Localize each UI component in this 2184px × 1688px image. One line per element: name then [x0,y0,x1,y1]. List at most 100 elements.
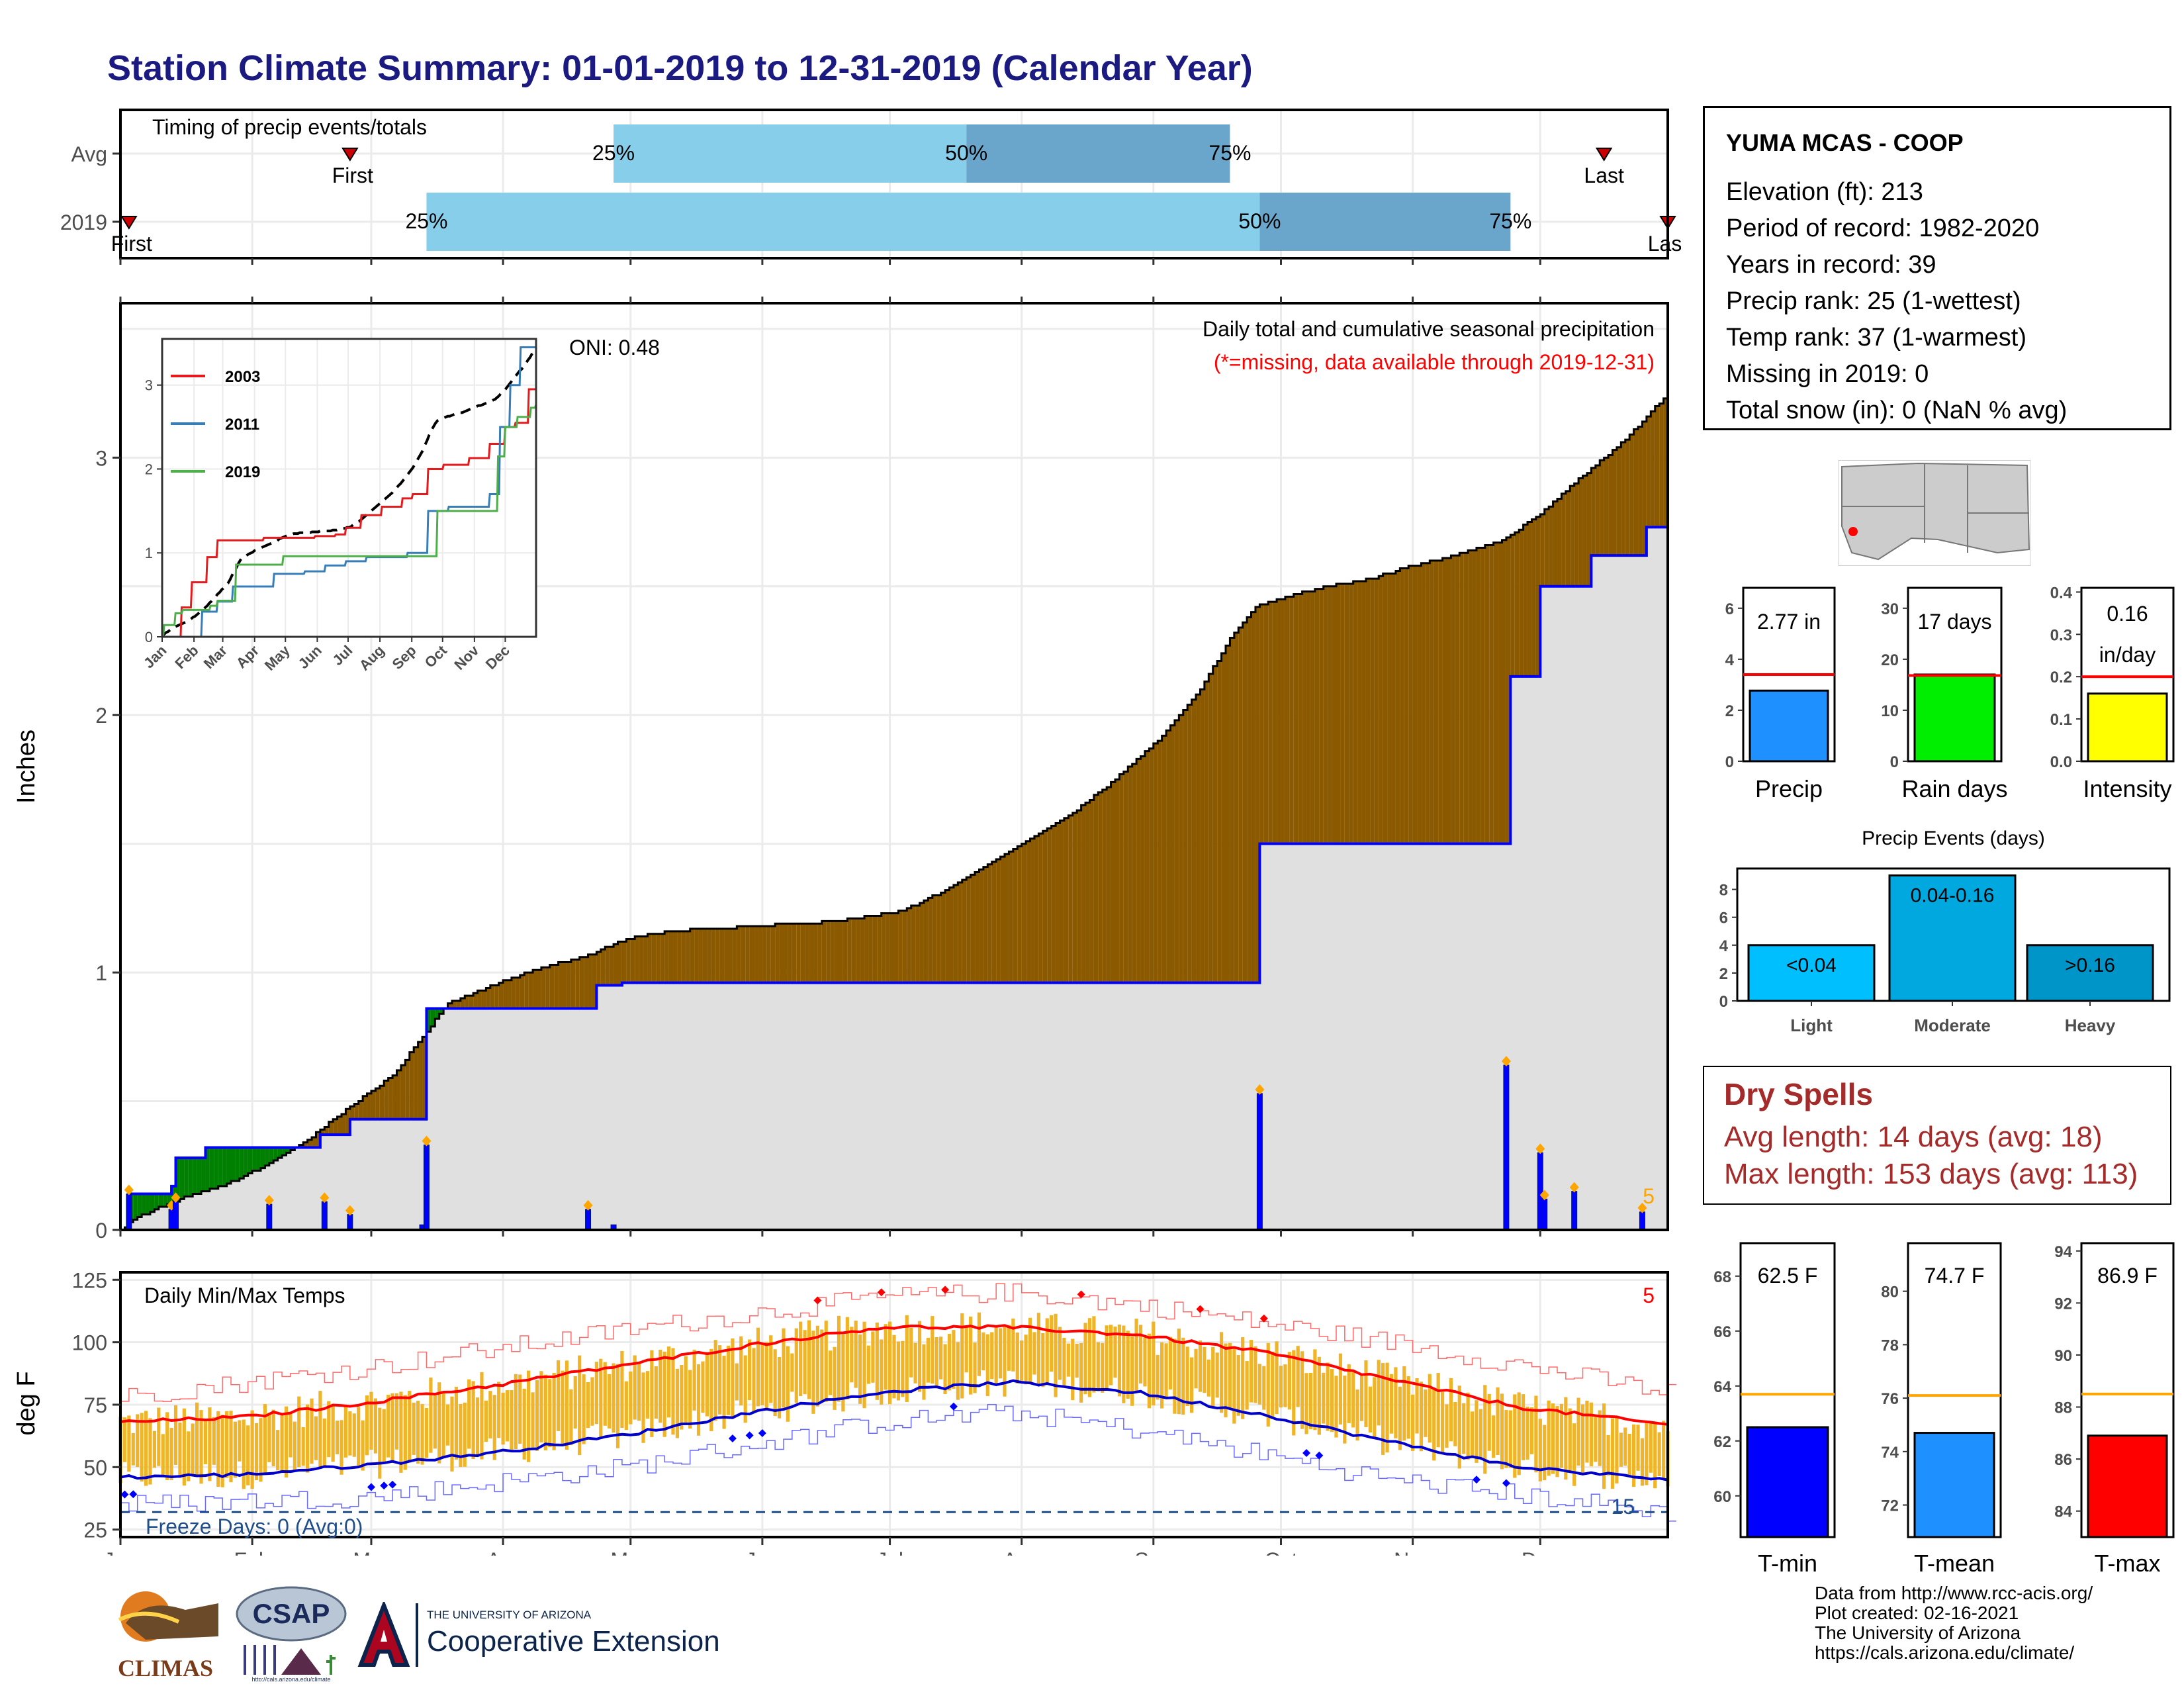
deficit-area [324,1127,329,1135]
deficit-area [830,921,835,983]
daily-temp-bar [1411,1394,1415,1451]
deficit-area [851,918,856,983]
daily-temp-bar [1087,1318,1092,1397]
events-ytick-label: 0 [1719,993,1728,1011]
deficit-area [962,880,967,983]
daily-temp-bar [1308,1373,1313,1430]
daily-temp-bar [437,1382,441,1464]
deficit-area [1281,599,1285,844]
info-line: Period of record: 1982-2020 [1726,214,2040,242]
deficit-area [1161,735,1167,983]
deficit-area [494,985,499,1009]
deficit-area [847,918,852,983]
daily-temp-bar [1236,1354,1240,1416]
deficit-area [341,1114,346,1135]
normal-tmin-line [120,1379,1668,1481]
deficit-area [307,1139,312,1148]
deficit-area [1421,563,1426,844]
month-label: Jul [876,1548,903,1556]
deficit-area [1098,792,1103,983]
daily-temp-bar [952,1330,956,1389]
deficit-area [1400,568,1404,844]
deficit-area [609,947,614,986]
deficit-area [668,931,673,983]
temp-summary-ytick-label: 84 [2054,1503,2072,1521]
daily-temp-bar [1547,1400,1551,1476]
daily-temp-bar [224,1411,229,1478]
daily-temp-bar [922,1344,926,1400]
daily-temp-bar [1508,1410,1512,1468]
deficit-area [1459,553,1464,844]
summary-label: Rain days [1901,775,2007,802]
daily-precip-marker [1637,1202,1647,1213]
daily-temp-bar [1177,1329,1181,1415]
precip-event-category: Heavy [2065,1015,2116,1035]
daily-temp-bar [1504,1409,1508,1468]
deficit-area [1659,403,1664,528]
summary-ytick-label: 0.3 [2050,626,2072,644]
timing-frame [119,109,1669,259]
daily-precip-bar [126,1194,132,1231]
daily-temp-bar [365,1395,369,1456]
daily-temp-bar [1292,1350,1296,1436]
month-label: Dec [1522,1548,1559,1556]
timing-bar-p50-p75 [966,124,1230,183]
ua-divider [416,1603,418,1667]
deficit-area [975,872,979,983]
temp-min-count: 15 [1611,1495,1635,1519]
deficit-area [1370,579,1375,844]
daily-temp-bar [1109,1325,1113,1385]
deficit-area [1332,586,1336,844]
temp-chart: 25 50 75 100 125 Jan Feb Mar Apr May Jun Jul Aug Sep O… [13,1268,1676,1556]
surplus-area [184,1158,189,1197]
temp-ytick-label: 125 [72,1268,107,1292]
deficit-area [826,921,831,983]
daily-temp-bar [459,1404,463,1468]
daily-temp-bar [1279,1366,1283,1408]
daily-temp-bar [1640,1438,1645,1486]
credits: Data from http://www.rcc-acis.org/ Plot … [1815,1583,2093,1663]
deficit-area [1612,449,1617,556]
daily-temp-bar [815,1325,819,1407]
deficit-area [1451,555,1455,844]
deficit-area [1060,820,1064,983]
daily-temp-bar [203,1421,208,1464]
deficit-area [681,931,686,983]
daily-temp-bar [977,1312,981,1376]
daily-temp-bar [735,1363,739,1401]
deficit-area [379,1086,385,1119]
deficit-area [1489,545,1494,844]
csap-rain-icon [244,1645,276,1675]
deficit-area [817,923,822,983]
deficit-area [537,970,541,1009]
deficit-area [460,998,465,1009]
daily-temp-bar [1351,1371,1355,1428]
deficit-area [345,1109,350,1135]
daily-temp-bar [1428,1374,1432,1443]
deficit-area [1417,565,1422,844]
surplus-area [171,1186,176,1202]
deficit-area [1514,532,1520,677]
daily-temp-bar [522,1388,526,1460]
daily-temp-bar [917,1321,922,1392]
deficit-area [979,869,983,983]
deficit-area [698,929,703,983]
daily-temp-bar [441,1393,445,1458]
daily-precip-bar [1541,1198,1548,1231]
summary-ytick-label: 0 [1725,753,1734,771]
record-low-marker [758,1429,766,1438]
deficit-area [1412,565,1418,844]
deficit-area [902,910,907,983]
summary-value: 17 days [1917,610,1991,633]
inset-series-line [162,404,537,638]
timing-bar-p25-p50 [614,124,967,183]
daily-temp-bar [505,1390,510,1442]
deficit-area [1600,460,1604,556]
deficit-area [1009,851,1013,983]
deficit-area [647,933,652,983]
daily-temp-bar [1636,1425,1640,1471]
deficit-area [1204,681,1209,983]
daily-temp-bar [318,1391,322,1469]
daily-temp-bar [488,1391,492,1439]
deficit-area [1128,767,1132,983]
